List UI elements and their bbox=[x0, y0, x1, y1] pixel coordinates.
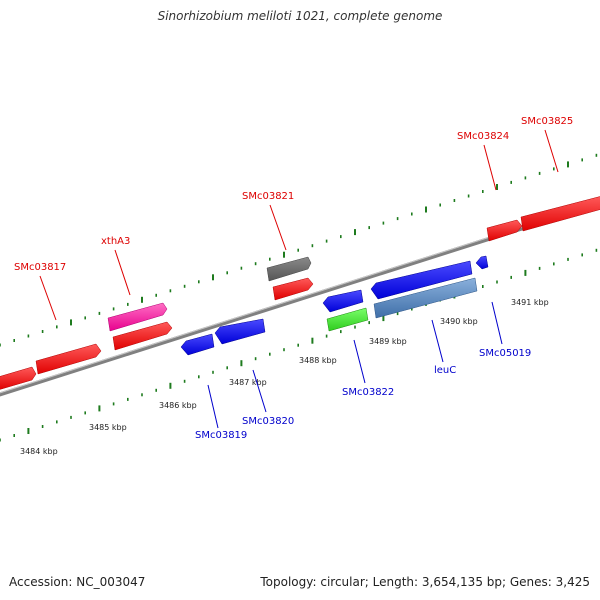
gene-feature-SMc03822-blue[interactable] bbox=[322, 289, 364, 313]
gene-feature-xthA3-pink[interactable] bbox=[107, 302, 168, 332]
forward-tick-track bbox=[0, 153, 598, 347]
gene-label[interactable]: SMc03824 bbox=[457, 131, 509, 142]
callout-line bbox=[252, 369, 267, 413]
gene-feature-SMc03824[interactable] bbox=[486, 219, 523, 242]
gene-feature-SMc03821-grey[interactable] bbox=[266, 256, 312, 282]
callout-line bbox=[353, 339, 366, 384]
gene-label[interactable]: SMc03817 bbox=[14, 262, 66, 273]
callout-line bbox=[544, 129, 559, 173]
gene-feature[interactable] bbox=[35, 343, 102, 375]
kbp-label: 3491 kbp bbox=[511, 298, 549, 307]
gene-label[interactable]: SMc03821 bbox=[242, 191, 294, 202]
kbp-label: 3489 kbp bbox=[369, 337, 407, 346]
gene-feature-SMc03819[interactable] bbox=[180, 333, 215, 356]
kbp-label: 3484 kbp bbox=[20, 447, 58, 456]
gene-feature-xthA3-red[interactable] bbox=[112, 321, 173, 351]
callout-line bbox=[431, 319, 444, 363]
gene-feature-SMc03820[interactable] bbox=[214, 318, 266, 345]
kbp-label: 3486 kbp bbox=[159, 401, 197, 410]
reverse-tick-track bbox=[0, 248, 598, 442]
gene-feature-SMc05019[interactable] bbox=[475, 255, 489, 270]
callout-line bbox=[491, 301, 503, 345]
gene-feature-leuC-blue[interactable] bbox=[370, 260, 473, 300]
gene-feature-SMc03825[interactable] bbox=[520, 196, 600, 232]
gene-label[interactable]: SMc03822 bbox=[342, 387, 394, 398]
callout-line bbox=[39, 275, 57, 321]
kbp-label: 3487 kbp bbox=[229, 378, 267, 387]
gene-feature-SMc03822-green[interactable] bbox=[326, 307, 369, 332]
gene-label[interactable]: SMc03820 bbox=[242, 416, 294, 427]
kbp-label: 3488 kbp bbox=[299, 356, 337, 365]
callout-line bbox=[114, 249, 131, 296]
kbp-label: 3490 kbp bbox=[440, 317, 478, 326]
gene-feature-SMc03821-red[interactable] bbox=[272, 277, 314, 301]
genome-summary-text: Topology: circular; Length: 3,654,135 bp… bbox=[260, 575, 590, 589]
accession-text: Accession: NC_003047 bbox=[9, 575, 146, 589]
callout-lines bbox=[39, 129, 559, 429]
map-title: Sinorhizobium meliloti 1021, complete ge… bbox=[157, 9, 443, 23]
gene-feature[interactable] bbox=[0, 366, 37, 390]
gene-feature-leuC-steel[interactable] bbox=[373, 277, 478, 319]
gene-label[interactable]: SMc03819 bbox=[195, 430, 247, 441]
forward-feature-track bbox=[0, 196, 600, 390]
gene-label[interactable]: leuC bbox=[434, 365, 456, 376]
kbp-label: 3485 kbp bbox=[89, 423, 127, 432]
callout-line bbox=[207, 384, 219, 429]
gene-label[interactable]: SMc05019 bbox=[479, 348, 531, 359]
gene-label[interactable]: SMc03825 bbox=[521, 116, 573, 127]
callout-line bbox=[269, 204, 287, 251]
reverse-feature-track bbox=[180, 255, 489, 356]
callout-line bbox=[483, 144, 497, 191]
gene-label[interactable]: xthA3 bbox=[101, 236, 130, 247]
